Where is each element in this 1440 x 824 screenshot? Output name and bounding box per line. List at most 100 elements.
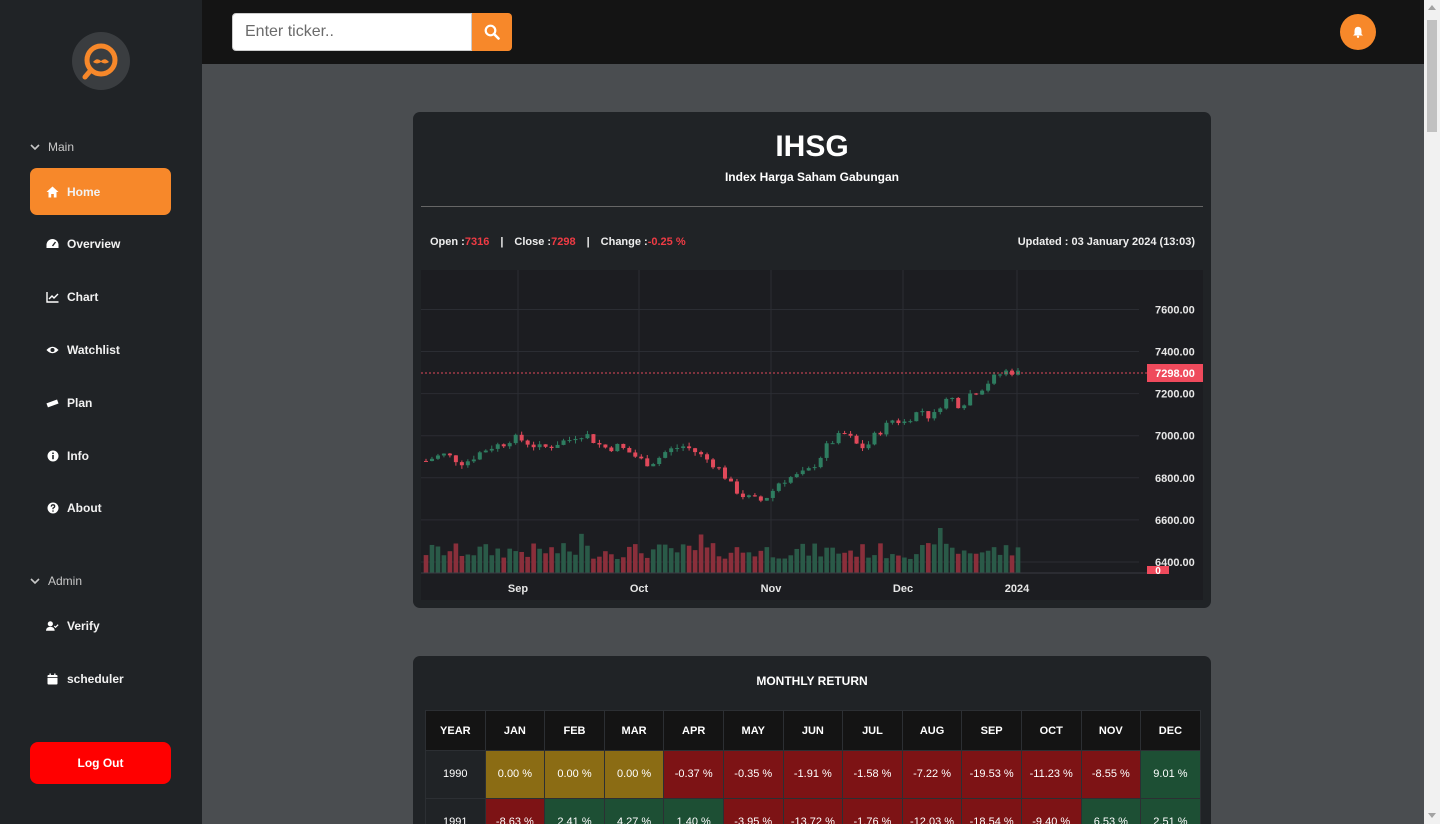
y-tick-label: 7400.00 [1155,347,1195,359]
sidebar-item-watchlist[interactable]: Watchlist [30,326,171,373]
candle-body [585,434,590,439]
section-admin-label: Admin [48,574,83,588]
volume-label: 0 [1155,566,1161,577]
candle-body [872,432,877,445]
volume-bar [734,547,740,573]
candle-body [639,456,644,459]
return-cell: -0.37 % [663,750,724,799]
candle-body [603,444,608,448]
volume-bar [609,554,614,573]
volume-bar [943,543,949,573]
search-button[interactable] [472,13,512,51]
column-header: DEC [1140,710,1201,751]
sidebar-item-chart[interactable]: Chart [30,273,171,320]
volume-bar [740,552,746,573]
candle-body [896,420,901,424]
bell-icon [1353,26,1363,38]
logout-button[interactable]: Log Out [30,742,171,784]
volume-bar [453,543,459,573]
candle-body [824,443,829,458]
candle-body [752,495,757,497]
return-cell: -7.22 % [901,750,963,799]
gauge-icon [46,237,59,250]
candle-body [788,477,793,483]
sidebar-item-plan[interactable]: Plan [30,379,171,426]
volume-bar [955,553,961,573]
sidebar-item-label: About [67,500,102,515]
sidebar-item-scheduler[interactable]: scheduler [30,655,171,702]
section-main[interactable]: Main [30,140,74,154]
sidebar-item-label: Overview [67,236,121,251]
sidebar-item-label: Plan [67,395,93,410]
candle-body [717,467,722,469]
ticker-search-input[interactable] [232,13,472,51]
volume-bar [800,543,806,573]
candle-body [806,468,811,471]
candle-body [459,462,464,466]
column-header: JAN [484,710,546,751]
return-cell: 2.51 % [1140,798,1201,824]
page-scrollbar[interactable] [1424,0,1440,824]
volume-bar [704,547,710,573]
section-admin[interactable]: Admin [30,574,82,588]
sidebar-item-overview[interactable]: Overview [30,220,171,267]
sidebar-item-about[interactable]: About [30,484,171,531]
candle-body [663,452,668,458]
candle-body [770,490,775,498]
candle-body [740,493,745,498]
candle-body [495,444,500,449]
scroll-down-arrow[interactable] [1428,813,1436,818]
x-tick-label: Dec [893,583,913,595]
sidebar-item-verify[interactable]: Verify [30,602,171,649]
volume-bar [591,558,596,573]
volume-bar [698,534,704,573]
volume-bar [686,545,692,573]
candle-body [555,444,560,448]
return-cell: -11.23 % [1020,750,1082,799]
volume-bar [973,553,979,573]
volume-bar [716,556,722,573]
column-header: OCT [1020,710,1082,751]
volume-bar [878,543,883,573]
candlestick-chart-svg[interactable]: 7600.00 7400.00 7200.00 7000.00 6800.00 6600.… [421,270,1203,600]
candle-body [902,421,907,424]
volume-bar [937,527,943,573]
volume-bar [908,558,913,573]
candle-body [926,411,931,419]
volume-bar [890,554,895,573]
candle-body [531,444,536,448]
volume-bar [710,543,716,573]
volume-bar [680,544,686,573]
candle-body [597,443,602,445]
sidebar-item-info[interactable]: Info [30,432,171,479]
notification-button[interactable] [1340,14,1376,50]
x-tick-label: Nov [761,583,783,595]
volume-bar [920,545,925,573]
sidebar-item-home[interactable]: Home [30,168,171,215]
monthly-return-table: YEAR JAN FEB MAR APR MAY JUN JUL AUG SEP… [425,710,1201,824]
user-check-icon [46,619,59,632]
volume-bar [884,558,889,573]
y-tick-label: 7000.00 [1155,431,1195,443]
candle-body [423,460,428,462]
app-logo[interactable] [72,32,130,90]
volume-bar [561,543,566,573]
scroll-up-arrow[interactable] [1428,5,1436,10]
return-cell: -1.76 % [842,798,903,824]
volume-bar [914,554,919,573]
candle-body [980,390,985,395]
column-header: NOV [1080,710,1142,751]
candle-body [579,438,584,440]
candle-body [800,470,805,475]
candle-body [884,422,889,435]
scroll-thumb[interactable] [1427,20,1437,132]
return-cell: -19.53 % [961,750,1022,799]
candle-body [728,478,733,482]
volume-bar [806,555,812,573]
return-cell: 9.01 % [1140,750,1201,799]
candlestick-chart[interactable]: 7600.00 7400.00 7200.00 7000.00 6800.00 6600.… [421,270,1203,600]
volume-bar [632,544,638,573]
volume-bar [597,556,602,573]
candle-body [992,374,997,384]
volume-bar [758,550,764,573]
